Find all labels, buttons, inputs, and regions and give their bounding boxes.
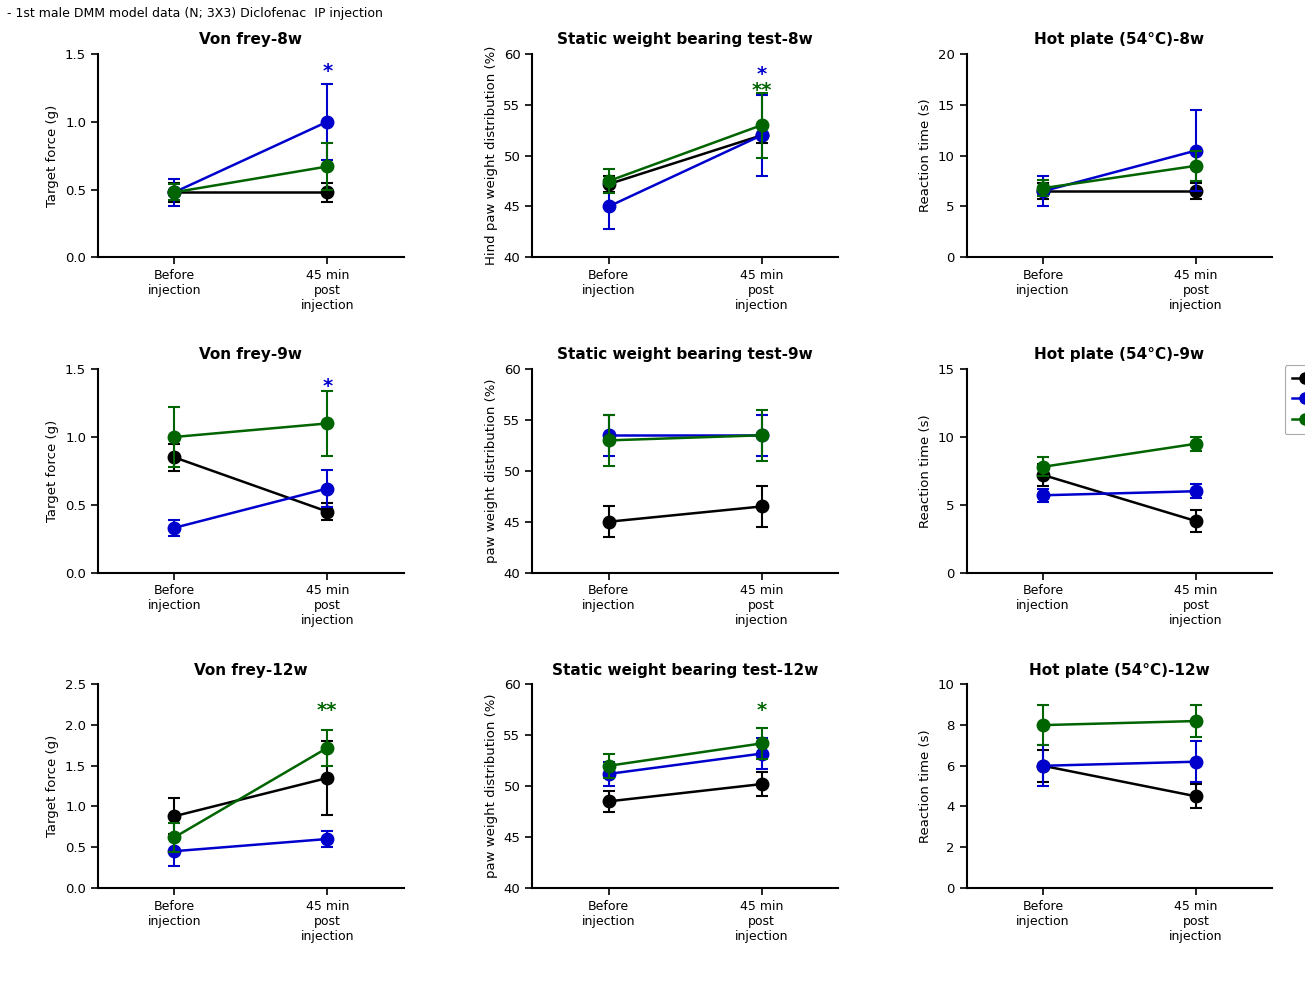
Text: *: * [757,66,767,84]
Y-axis label: Reaction time (s): Reaction time (s) [919,729,932,843]
Title: Von frey-9w: Von frey-9w [200,347,303,362]
Text: *: * [322,62,333,81]
Y-axis label: Hind paw weight distribution (%): Hind paw weight distribution (%) [485,46,497,265]
Y-axis label: paw weight distribution (%): paw weight distribution (%) [485,694,497,878]
Legend: DMM+DCL 0mg/kg, DMM+DCL 10mg/kg, DMM+DCL 30mg/kg: DMM+DCL 0mg/kg, DMM+DCL 10mg/kg, DMM+DCL… [1284,365,1305,435]
Text: *: * [757,701,767,720]
Y-axis label: Target force (g): Target force (g) [47,735,60,837]
Title: Hot plate (54°C)-12w: Hot plate (54°C)-12w [1030,663,1210,678]
Text: *: * [322,378,333,396]
Title: Static weight bearing test-8w: Static weight bearing test-8w [557,32,813,47]
Text: **: ** [317,701,338,720]
Text: **: ** [752,80,771,100]
Title: Von frey-12w: Von frey-12w [194,663,308,678]
Y-axis label: paw weight distribution (%): paw weight distribution (%) [485,379,497,563]
Y-axis label: Reaction time (s): Reaction time (s) [919,99,932,213]
Y-axis label: Reaction time (s): Reaction time (s) [919,414,932,528]
Title: Static weight bearing test-9w: Static weight bearing test-9w [557,347,813,362]
Title: Hot plate (54°C)-9w: Hot plate (54°C)-9w [1035,347,1205,362]
Y-axis label: Target force (g): Target force (g) [47,420,60,522]
Text: - 1st male DMM model data (N; 3X3) Diclofenac  IP injection: - 1st male DMM model data (N; 3X3) Diclo… [7,7,382,20]
Title: Static weight bearing test-12w: Static weight bearing test-12w [552,663,818,678]
Title: Von frey-8w: Von frey-8w [200,32,303,47]
Title: Hot plate (54°C)-8w: Hot plate (54°C)-8w [1035,32,1205,47]
Y-axis label: Target force (g): Target force (g) [47,105,60,207]
